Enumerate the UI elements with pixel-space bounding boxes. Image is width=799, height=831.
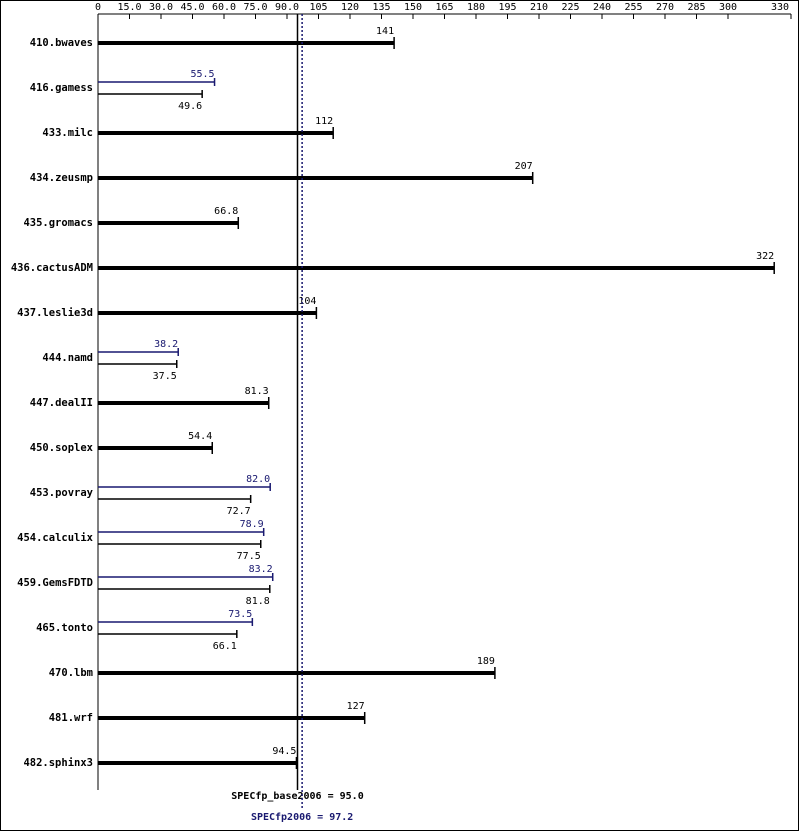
x-tick-label: 225 <box>561 2 579 13</box>
category-label: 453.povray <box>30 487 94 499</box>
value-label: 78.9 <box>240 519 264 530</box>
x-tick-label: 270 <box>656 2 674 13</box>
category-label: 416.gamess <box>30 82 93 94</box>
category-label: 470.lbm <box>49 667 93 679</box>
category-label: 454.calculix <box>17 532 94 544</box>
x-tick-label: 210 <box>530 2 548 13</box>
value-label: 127 <box>347 701 365 712</box>
x-tick-label: 330 <box>771 2 789 13</box>
category-label: 447.dealII <box>30 397 93 409</box>
x-tick-label: 255 <box>624 2 642 13</box>
value-label: 72.7 <box>227 506 251 517</box>
category-label: 481.wrf <box>49 712 93 724</box>
x-tick-label: 0 <box>95 2 101 13</box>
x-tick-label: 285 <box>687 2 705 13</box>
value-label: 322 <box>756 251 774 262</box>
value-label: 189 <box>477 656 495 667</box>
category-label: 459.GemsFDTD <box>17 577 93 589</box>
category-label: 444.namd <box>42 352 93 364</box>
category-label: 433.milc <box>42 127 93 139</box>
x-tick-label: 240 <box>593 2 611 13</box>
value-label: 49.6 <box>178 101 202 112</box>
value-label: 82.0 <box>246 474 270 485</box>
category-label: 450.soplex <box>30 442 94 454</box>
category-label: 436.cactusADM <box>11 262 93 274</box>
value-label: 81.8 <box>246 596 270 607</box>
x-tick-label: 105 <box>309 2 327 13</box>
x-tick-label: 15.0 <box>117 2 141 13</box>
value-label: 94.5 <box>272 746 296 757</box>
value-label: 77.5 <box>237 551 261 562</box>
value-label: 112 <box>315 116 333 127</box>
x-tick-label: 30.0 <box>149 2 173 13</box>
value-label: 104 <box>298 296 316 307</box>
category-label: 434.zeusmp <box>30 172 93 184</box>
x-tick-label: 45.0 <box>180 2 204 13</box>
reference-label: SPECfp2006 = 97.2 <box>251 812 353 823</box>
category-label: 437.leslie3d <box>17 307 93 319</box>
reference-label: SPECfp_base2006 = 95.0 <box>231 791 363 802</box>
category-label: 465.tonto <box>36 622 93 634</box>
value-label: 54.4 <box>188 431 212 442</box>
value-label: 37.5 <box>153 371 177 382</box>
value-label: 73.5 <box>228 609 252 620</box>
value-label: 55.5 <box>190 69 214 80</box>
x-tick-label: 60.0 <box>212 2 236 13</box>
x-tick-label: 150 <box>404 2 422 13</box>
x-tick-label: 75.0 <box>243 2 267 13</box>
value-label: 38.2 <box>154 339 178 350</box>
value-label: 66.8 <box>214 206 238 217</box>
category-label: 410.bwaves <box>30 37 93 49</box>
value-label: 83.2 <box>249 564 273 575</box>
value-label: 141 <box>376 26 394 37</box>
x-tick-label: 90.0 <box>275 2 299 13</box>
x-tick-label: 180 <box>467 2 485 13</box>
value-label: 207 <box>515 161 533 172</box>
x-tick-label: 120 <box>341 2 359 13</box>
x-tick-label: 300 <box>719 2 737 13</box>
x-tick-label: 195 <box>498 2 516 13</box>
category-label: 435.gromacs <box>23 217 93 229</box>
x-tick-label: 165 <box>435 2 453 13</box>
value-label: 81.3 <box>245 386 269 397</box>
x-tick-label: 135 <box>372 2 390 13</box>
category-label: 482.sphinx3 <box>23 757 93 769</box>
value-label: 66.1 <box>213 641 237 652</box>
